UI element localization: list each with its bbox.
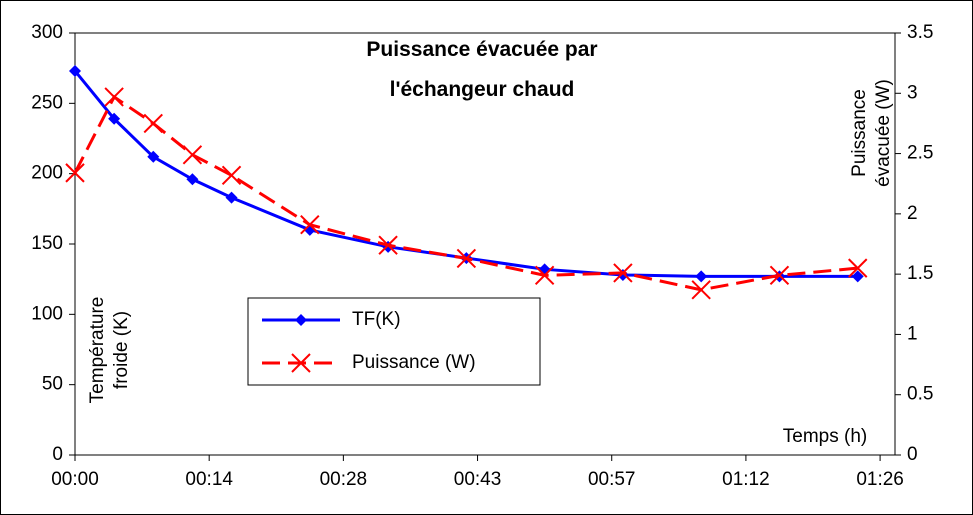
y2-tick-label: 2 xyxy=(907,203,918,224)
point-marker xyxy=(851,270,864,283)
y2-axis-label: Puissance évacuée (W) xyxy=(849,79,894,187)
point-marker xyxy=(695,270,708,283)
point-marker xyxy=(534,265,555,286)
point-marker xyxy=(65,163,85,183)
point-marker xyxy=(300,215,320,235)
point-marker xyxy=(186,173,199,186)
chart-title: Puissance évacuée par l'échangeur chaud xyxy=(366,38,597,101)
y2-tick-label: 2.5 xyxy=(907,143,933,164)
y-tick-label: 0 xyxy=(52,444,63,465)
y-tick-label: 150 xyxy=(31,233,63,254)
point-marker xyxy=(221,165,242,185)
point-marker xyxy=(108,112,121,125)
x-tick-label: 01:26 xyxy=(856,469,904,490)
y-tick-label: 300 xyxy=(31,22,63,43)
y2-tick-label: 0 xyxy=(907,444,918,465)
y2-tick-label: 1 xyxy=(907,323,918,344)
point-marker xyxy=(147,150,160,163)
x-tick-label: 00:00 xyxy=(51,469,99,490)
legend-marker xyxy=(291,353,311,373)
legend-label: TF(K) xyxy=(352,309,401,330)
y2-tick-label: 3 xyxy=(907,82,918,103)
y-tick-label: 200 xyxy=(31,163,63,184)
x-tick-label: 00:14 xyxy=(185,469,233,490)
x-tick-label: 00:43 xyxy=(454,469,502,490)
x-tick-label: 00:57 xyxy=(588,469,636,490)
x-tick-label: 00:28 xyxy=(320,469,368,490)
y2-tick-label: 0.5 xyxy=(907,384,933,405)
point-marker xyxy=(456,248,477,269)
point-marker xyxy=(69,64,81,77)
y2-tick-label: 3.5 xyxy=(907,22,933,43)
x-tick-label: 01:12 xyxy=(722,469,770,490)
point-marker xyxy=(378,235,398,255)
y-tick-label: 250 xyxy=(31,92,63,113)
legend-label: Puissance (W) xyxy=(352,352,476,373)
y2-tick-label: 1.5 xyxy=(907,263,933,284)
point-marker xyxy=(225,191,238,204)
point-marker xyxy=(769,265,790,286)
point-marker xyxy=(848,258,868,278)
point-marker xyxy=(613,263,633,283)
y-tick-label: 100 xyxy=(31,303,63,324)
y-axis-label: Température froide (K) xyxy=(87,297,132,404)
y-tick-label: 50 xyxy=(42,374,63,395)
x-axis-label: Temps (h) xyxy=(783,426,867,447)
legend-marker xyxy=(295,314,307,326)
legend-box xyxy=(247,297,541,386)
point-marker xyxy=(182,145,203,165)
point-marker xyxy=(104,87,124,107)
point-marker xyxy=(691,280,711,300)
point-marker xyxy=(143,113,163,134)
